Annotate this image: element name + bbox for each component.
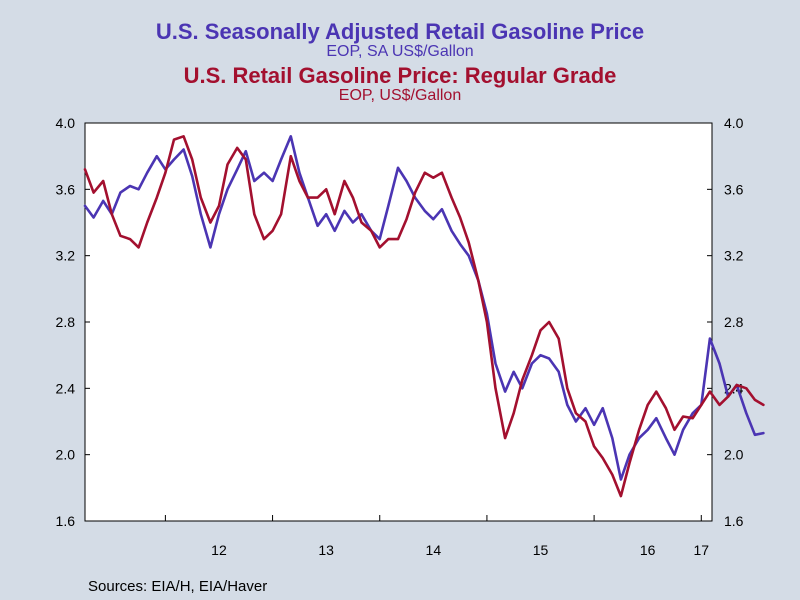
x-tick-label: 15	[533, 542, 549, 558]
x-tick-label: 12	[211, 542, 227, 558]
y-tick-label-right: 1.6	[724, 513, 744, 529]
y-tick-label-right: 3.2	[724, 248, 744, 264]
x-tick-label: 17	[693, 542, 709, 558]
y-tick-label-left: 2.0	[56, 447, 76, 463]
x-tick-label: 16	[640, 542, 656, 558]
chart-title-2: U.S. Retail Gasoline Price: Regular Grad…	[183, 63, 617, 88]
series-line-2	[83, 135, 765, 498]
y-tick-label-left: 4.0	[56, 115, 76, 131]
series-line-1	[83, 135, 765, 481]
chart-subtitle-2: EOP, US$/Gallon	[338, 87, 462, 104]
chart-subtitle-1: EOP, SA US$/Gallon	[326, 43, 474, 60]
chart-title-1: U.S. Seasonally Adjusted Retail Gasoline…	[155, 19, 645, 44]
x-tick-label: 13	[318, 542, 334, 558]
y-tick-label-right: 2.0	[724, 447, 744, 463]
y-tick-label-left: 3.6	[56, 181, 76, 197]
y-tick-label-left: 3.2	[56, 248, 76, 264]
source-note: Sources: EIA/H, EIA/Haver	[88, 578, 268, 595]
y-tick-label-right: 4.0	[724, 115, 744, 131]
x-tick-label: 14	[426, 542, 442, 558]
y-tick-label-left: 2.8	[56, 314, 76, 330]
y-tick-label-left: 2.4	[56, 380, 76, 396]
y-tick-label-right: 2.8	[724, 314, 744, 330]
y-tick-label-left: 1.6	[56, 513, 76, 529]
y-tick-label-right: 3.6	[724, 181, 744, 197]
